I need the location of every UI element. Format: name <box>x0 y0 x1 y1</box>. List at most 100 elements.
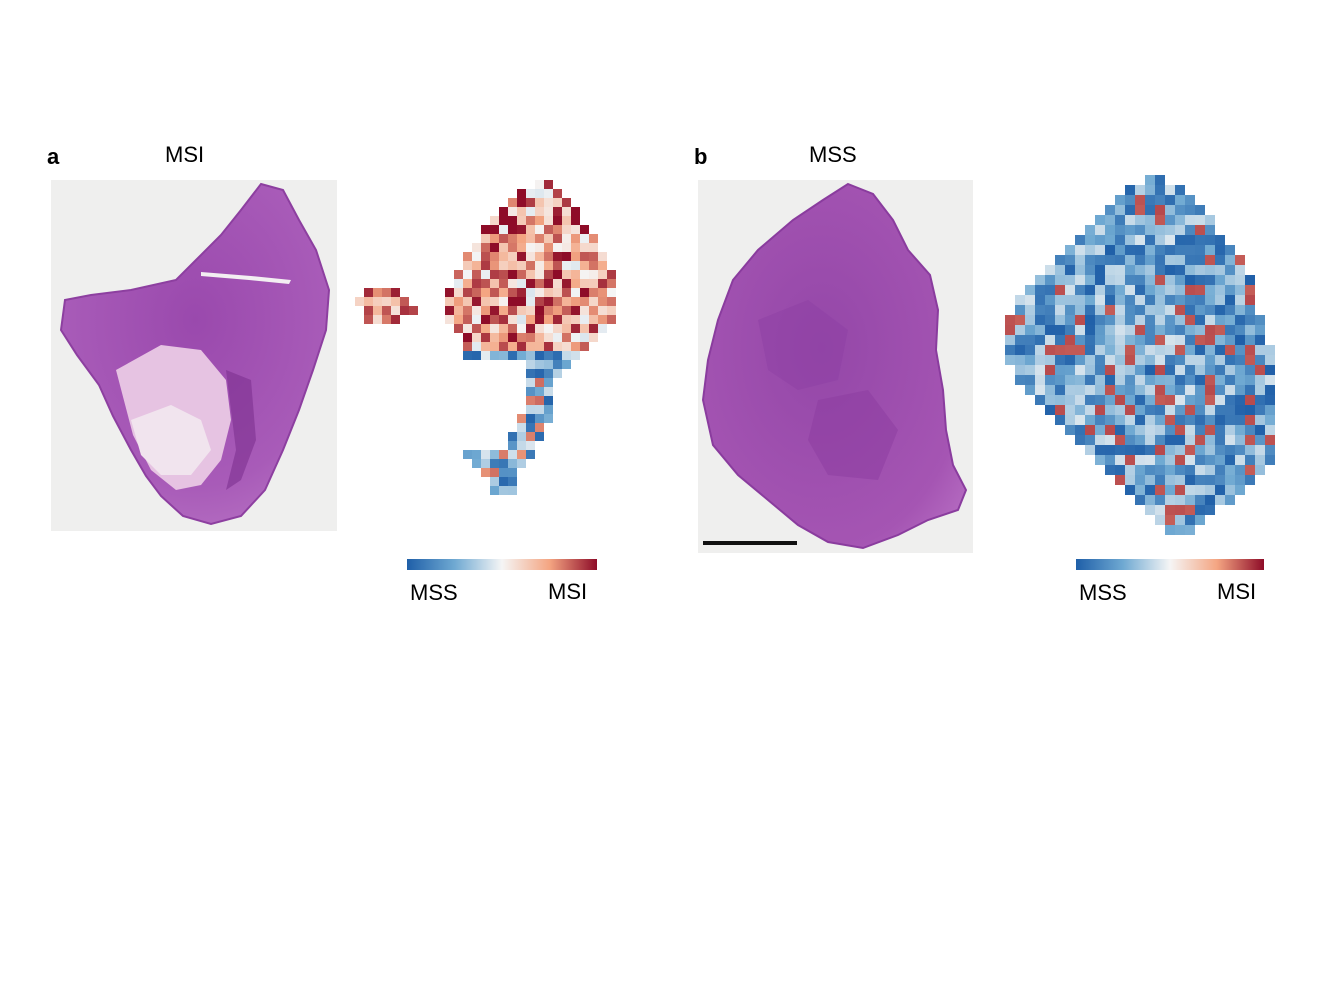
heatmap-tile <box>1075 395 1085 405</box>
heatmap-tile <box>1055 395 1065 405</box>
heatmap-tile <box>1165 295 1175 305</box>
heatmap-tile <box>517 324 526 333</box>
heatmap-tile <box>1145 405 1155 415</box>
heatmap-tile <box>1215 475 1225 485</box>
heatmap-tile <box>508 225 517 234</box>
heatmap-tile <box>1195 235 1205 245</box>
heatmap-tile <box>1165 335 1175 345</box>
heatmap-tile <box>1245 475 1255 485</box>
panel-b-colorbar-high-label: MSI <box>1217 579 1257 604</box>
heatmap-tile <box>1165 345 1175 355</box>
heatmap-tile <box>1185 255 1195 265</box>
heatmap-tile <box>1155 305 1165 315</box>
heatmap-tile <box>1205 275 1215 285</box>
heatmap-tile <box>1185 415 1195 425</box>
heatmap-tile <box>1155 265 1165 275</box>
heatmap-tile <box>1105 465 1115 475</box>
heatmap-tile <box>544 342 553 351</box>
heatmap-tile <box>1165 475 1175 485</box>
heatmap-tile <box>1145 455 1155 465</box>
heatmap-tile <box>1095 415 1105 425</box>
heatmap-tile <box>1195 385 1205 395</box>
heatmap-tile <box>553 225 562 234</box>
heatmap-tile <box>1185 405 1195 415</box>
heatmap-tile <box>490 252 499 261</box>
heatmap-tile <box>1085 305 1095 315</box>
heatmap-tile <box>580 324 589 333</box>
heatmap-tile <box>1015 355 1025 365</box>
heatmap-tile <box>1175 325 1185 335</box>
heatmap-tile <box>1155 215 1165 225</box>
heatmap-tile <box>1195 265 1205 275</box>
heatmap-tile <box>589 306 598 315</box>
heatmap-tile <box>1245 465 1255 475</box>
heatmap-tile <box>499 252 508 261</box>
heatmap-tile <box>1145 195 1155 205</box>
heatmap-tile <box>1015 295 1025 305</box>
heatmap-tile <box>1145 395 1155 405</box>
heatmap-tile <box>490 216 499 225</box>
heatmap-tile <box>1135 385 1145 395</box>
heatmap-tile <box>607 297 616 306</box>
heatmap-tile <box>508 297 517 306</box>
heatmap-tile <box>508 441 517 450</box>
heatmap-tile <box>1075 235 1085 245</box>
heatmap-tile <box>1215 395 1225 405</box>
heatmap-tile <box>1055 295 1065 305</box>
heatmap-tile <box>382 297 391 306</box>
heatmap-tile <box>1145 215 1155 225</box>
heatmap-tile <box>400 297 409 306</box>
panel-a-colorbar-low-label: MSS <box>410 580 458 605</box>
heatmap-tile <box>571 288 580 297</box>
heatmap-tile <box>1255 405 1265 415</box>
heatmap-tile <box>1175 475 1185 485</box>
heatmap-tile <box>598 270 607 279</box>
heatmap-tile <box>373 288 382 297</box>
heatmap-tile <box>580 306 589 315</box>
heatmap-tile <box>508 315 517 324</box>
heatmap-tile <box>1185 365 1195 375</box>
heatmap-tile <box>1215 465 1225 475</box>
heatmap-tile <box>598 279 607 288</box>
heatmap-tile <box>1095 325 1105 335</box>
heatmap-tile <box>535 207 544 216</box>
heatmap-tile <box>598 306 607 315</box>
heatmap-tile <box>472 333 481 342</box>
heatmap-tile <box>562 306 571 315</box>
heatmap-tile <box>1135 205 1145 215</box>
heatmap-tile <box>580 297 589 306</box>
heatmap-tile <box>1215 315 1225 325</box>
heatmap-tile <box>1065 405 1075 415</box>
heatmap-tile <box>1035 325 1045 335</box>
heatmap-tile <box>463 270 472 279</box>
heatmap-tile <box>1135 225 1145 235</box>
heatmap-tile <box>1115 425 1125 435</box>
heatmap-tile <box>544 324 553 333</box>
heatmap-tile <box>1225 285 1235 295</box>
panel-a-heatmap <box>355 180 616 495</box>
heatmap-tile <box>1245 275 1255 285</box>
heatmap-tile <box>535 225 544 234</box>
heatmap-tile <box>1175 245 1185 255</box>
heatmap-tile <box>1115 305 1125 315</box>
heatmap-tile <box>1035 345 1045 355</box>
heatmap-tile <box>1085 385 1095 395</box>
heatmap-tile <box>1095 265 1105 275</box>
heatmap-tile <box>1115 415 1125 425</box>
heatmap-tile <box>454 297 463 306</box>
heatmap-tile <box>1195 315 1205 325</box>
heatmap-tile <box>544 234 553 243</box>
heatmap-tile <box>1135 375 1145 385</box>
heatmap-tile <box>517 243 526 252</box>
heatmap-tile <box>472 342 481 351</box>
heatmap-tile <box>526 207 535 216</box>
heatmap-tile <box>1195 495 1205 505</box>
heatmap-tile <box>490 315 499 324</box>
heatmap-tile <box>1135 485 1145 495</box>
heatmap-tile <box>1095 245 1105 255</box>
heatmap-tile <box>1025 315 1035 325</box>
heatmap-tile <box>499 450 508 459</box>
heatmap-tile <box>472 297 481 306</box>
heatmap-tile <box>517 252 526 261</box>
heatmap-tile <box>553 207 562 216</box>
